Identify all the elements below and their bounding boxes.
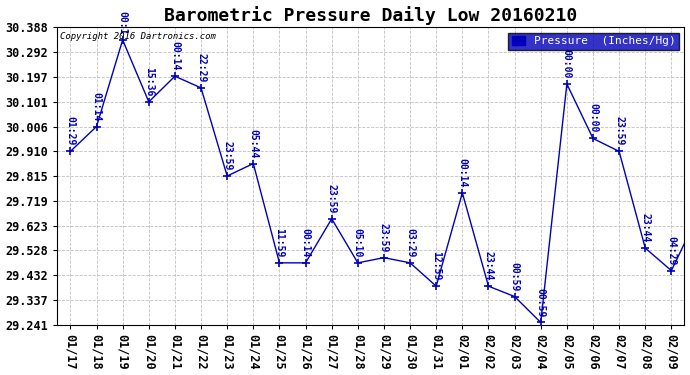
Text: 00:59: 00:59 (510, 262, 520, 291)
Text: 00:14: 00:14 (457, 158, 467, 187)
Title: Barometric Pressure Daily Low 20160210: Barometric Pressure Daily Low 20160210 (164, 6, 578, 24)
Text: 01:14: 01:14 (0, 374, 1, 375)
Text: 05:44: 05:44 (248, 129, 258, 158)
Legend: Pressure  (Inches/Hg): Pressure (Inches/Hg) (509, 33, 679, 50)
Text: 00:00: 00:00 (588, 104, 598, 133)
Text: 23:59: 23:59 (379, 223, 389, 252)
Text: Copyright 2016 Dartronics.com: Copyright 2016 Dartronics.com (61, 32, 217, 41)
Text: 01:14: 01:14 (92, 92, 101, 121)
Text: 00:59: 00:59 (535, 288, 546, 317)
Text: 00:1: 00:1 (118, 11, 128, 34)
Text: 23:44: 23:44 (640, 213, 650, 243)
Text: 15:36: 15:36 (144, 67, 154, 96)
Text: 22:29: 22:29 (196, 53, 206, 82)
Text: 03:29: 03:29 (405, 228, 415, 257)
Text: 00:14: 00:14 (301, 228, 310, 257)
Text: 05:10: 05:10 (353, 228, 363, 257)
Text: 11:59: 11:59 (275, 228, 284, 257)
Text: 23:59: 23:59 (326, 184, 337, 213)
Text: 00:14: 00:14 (170, 41, 180, 70)
Text: 23:59: 23:59 (222, 141, 232, 171)
Text: 23:59: 23:59 (614, 117, 624, 146)
Text: 12:59: 12:59 (431, 251, 441, 280)
Text: 01:29: 01:29 (66, 117, 75, 146)
Text: 00:00: 00:00 (562, 49, 572, 78)
Text: 04:29: 04:29 (667, 236, 676, 265)
Text: 23:44: 23:44 (484, 251, 493, 280)
